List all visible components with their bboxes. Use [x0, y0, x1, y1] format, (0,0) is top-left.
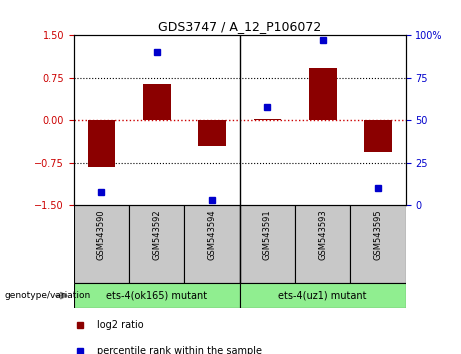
Bar	[184, 205, 240, 283]
Bar	[295, 205, 350, 283]
Bar	[88, 120, 115, 167]
Text: GSM543591: GSM543591	[263, 209, 272, 260]
Bar	[198, 120, 226, 146]
Text: log2 ratio: log2 ratio	[97, 320, 144, 330]
Text: percentile rank within the sample: percentile rank within the sample	[97, 346, 262, 354]
Bar	[240, 283, 406, 308]
Bar	[254, 119, 281, 120]
Bar	[143, 84, 171, 120]
Text: ets-4(uz1) mutant: ets-4(uz1) mutant	[278, 291, 367, 301]
Text: GSM543592: GSM543592	[152, 209, 161, 260]
Bar	[74, 205, 129, 283]
Text: GSM543593: GSM543593	[318, 209, 327, 260]
Text: GSM543590: GSM543590	[97, 209, 106, 260]
Title: GDS3747 / A_12_P106072: GDS3747 / A_12_P106072	[158, 20, 321, 33]
Text: GSM543594: GSM543594	[207, 209, 217, 260]
Bar	[350, 205, 406, 283]
Text: GSM543595: GSM543595	[373, 209, 383, 260]
Bar	[129, 205, 184, 283]
Bar	[364, 120, 392, 152]
Bar	[240, 205, 295, 283]
Text: ets-4(ok165) mutant: ets-4(ok165) mutant	[106, 291, 207, 301]
Bar	[309, 68, 337, 120]
Text: genotype/variation: genotype/variation	[5, 291, 91, 300]
Bar	[74, 283, 240, 308]
